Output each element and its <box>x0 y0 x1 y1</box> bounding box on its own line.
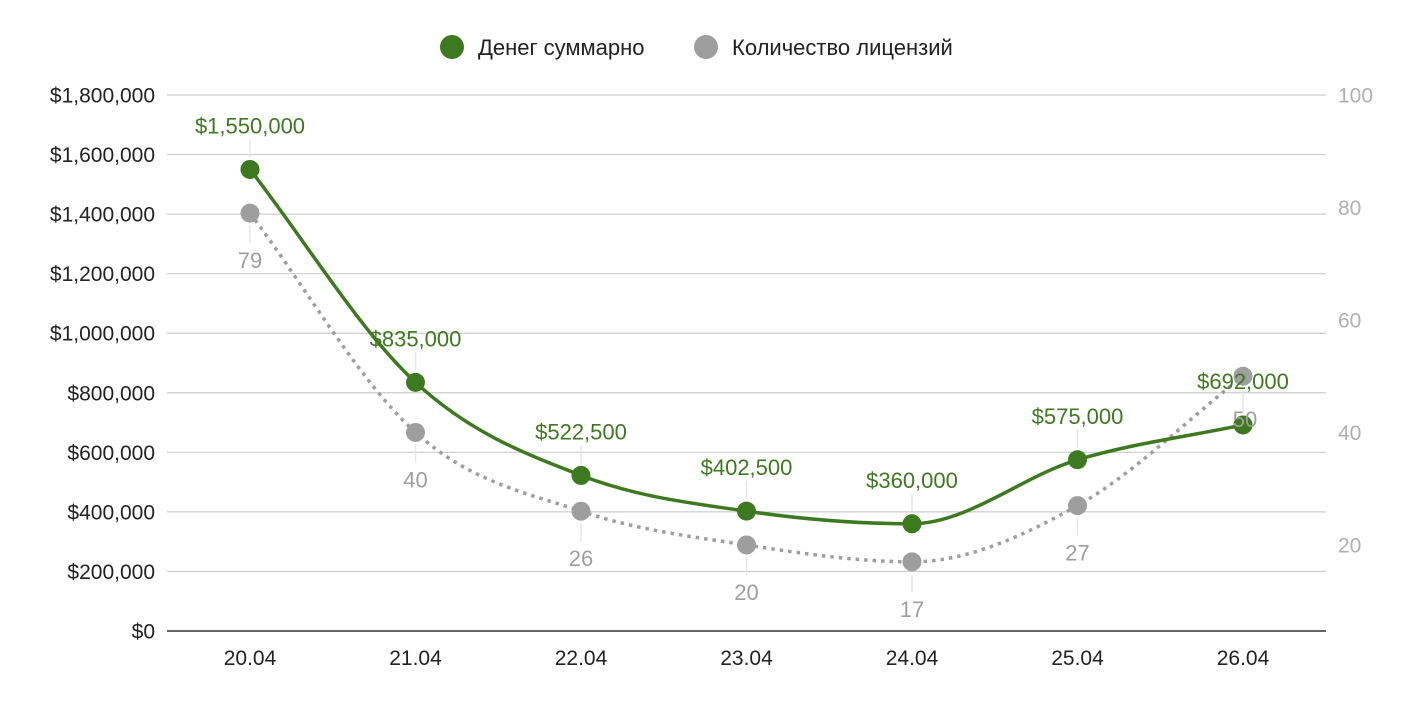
series-money <box>240 159 1253 534</box>
data-point[interactable] <box>1068 496 1087 516</box>
left-tick-label: $600,000 <box>67 442 155 465</box>
legend-label: Денег суммарно <box>478 35 645 60</box>
data-label: $575,000 <box>1032 404 1124 429</box>
right-tick-label: 20 <box>1338 534 1361 557</box>
data-label: $360,000 <box>866 468 958 493</box>
legend-label: Количество лицензий <box>732 35 953 60</box>
data-labels-layer: 79 40 26 20 17 27 50 $1,550,000 $835,000 $522,500… <box>195 113 1289 621</box>
data-label: $835,000 <box>370 326 462 351</box>
right-tick-label: 40 <box>1338 422 1361 445</box>
data-label: 27 <box>1065 541 1089 566</box>
data-point[interactable] <box>240 159 260 179</box>
data-point[interactable] <box>1233 366 1253 386</box>
legend: Денег суммарно Количество лицензий <box>440 35 953 60</box>
gridlines <box>167 94 1326 632</box>
right-tick-label: 100 <box>1338 85 1373 108</box>
data-point[interactable] <box>571 501 591 521</box>
right-tick-label: 80 <box>1338 197 1361 220</box>
x-tick-label: 20.04 <box>224 647 277 670</box>
data-label: 26 <box>569 546 593 571</box>
x-tick-label: 25.04 <box>1051 647 1104 670</box>
data-label: 20 <box>734 580 758 605</box>
data-point[interactable] <box>240 203 260 223</box>
left-tick-label: $400,000 <box>67 501 155 524</box>
data-label: 79 <box>238 248 262 273</box>
data-label: $692,000 <box>1197 369 1289 394</box>
left-tick-label: $1,600,000 <box>50 144 155 167</box>
data-point[interactable] <box>406 372 425 392</box>
data-point[interactable] <box>902 552 922 572</box>
left-tick-label: $1,200,000 <box>50 263 155 286</box>
left-tick-label: $800,000 <box>67 382 155 405</box>
data-point[interactable] <box>737 535 756 555</box>
left-tick-label: $1,400,000 <box>50 204 155 227</box>
data-label: 17 <box>900 597 924 622</box>
x-tick-label: 24.04 <box>886 647 939 670</box>
data-label: $1,550,000 <box>195 113 305 138</box>
data-label: 40 <box>403 467 427 492</box>
left-tick-label: $0 <box>132 621 155 644</box>
x-tick-label: 23.04 <box>720 647 773 670</box>
data-point[interactable] <box>1233 415 1253 435</box>
left-axis: $0 $200,000 $400,000 $600,000 $800,000 $1,000… <box>50 85 155 644</box>
x-tick-label: 26.04 <box>1217 647 1270 670</box>
data-point[interactable] <box>737 501 756 521</box>
right-axis: 20 40 60 80 100 <box>1338 85 1373 558</box>
x-axis: 20.04 21.04 22.04 23.04 24.04 25.04 26.04 <box>224 647 1270 670</box>
x-tick-label: 21.04 <box>389 647 442 670</box>
legend-marker <box>694 35 718 59</box>
series-licenses <box>240 203 1253 572</box>
right-tick-label: 60 <box>1338 309 1361 332</box>
legend-marker <box>440 35 464 59</box>
data-label: 50 <box>1233 407 1257 432</box>
data-point[interactable] <box>406 422 425 442</box>
data-label: $402,500 <box>701 455 793 480</box>
left-tick-label: $200,000 <box>67 561 155 584</box>
series-layer <box>240 159 1253 572</box>
x-tick-label: 22.04 <box>555 647 608 670</box>
data-point[interactable] <box>902 514 922 534</box>
data-label: $522,500 <box>535 419 627 444</box>
legend-item[interactable]: Денег суммарно <box>440 35 645 60</box>
data-point[interactable] <box>571 465 591 485</box>
left-tick-label: $1,800,000 <box>50 85 155 108</box>
left-tick-label: $1,000,000 <box>50 323 155 346</box>
data-point[interactable] <box>1068 450 1087 470</box>
legend-item[interactable]: Количество лицензий <box>694 35 953 60</box>
